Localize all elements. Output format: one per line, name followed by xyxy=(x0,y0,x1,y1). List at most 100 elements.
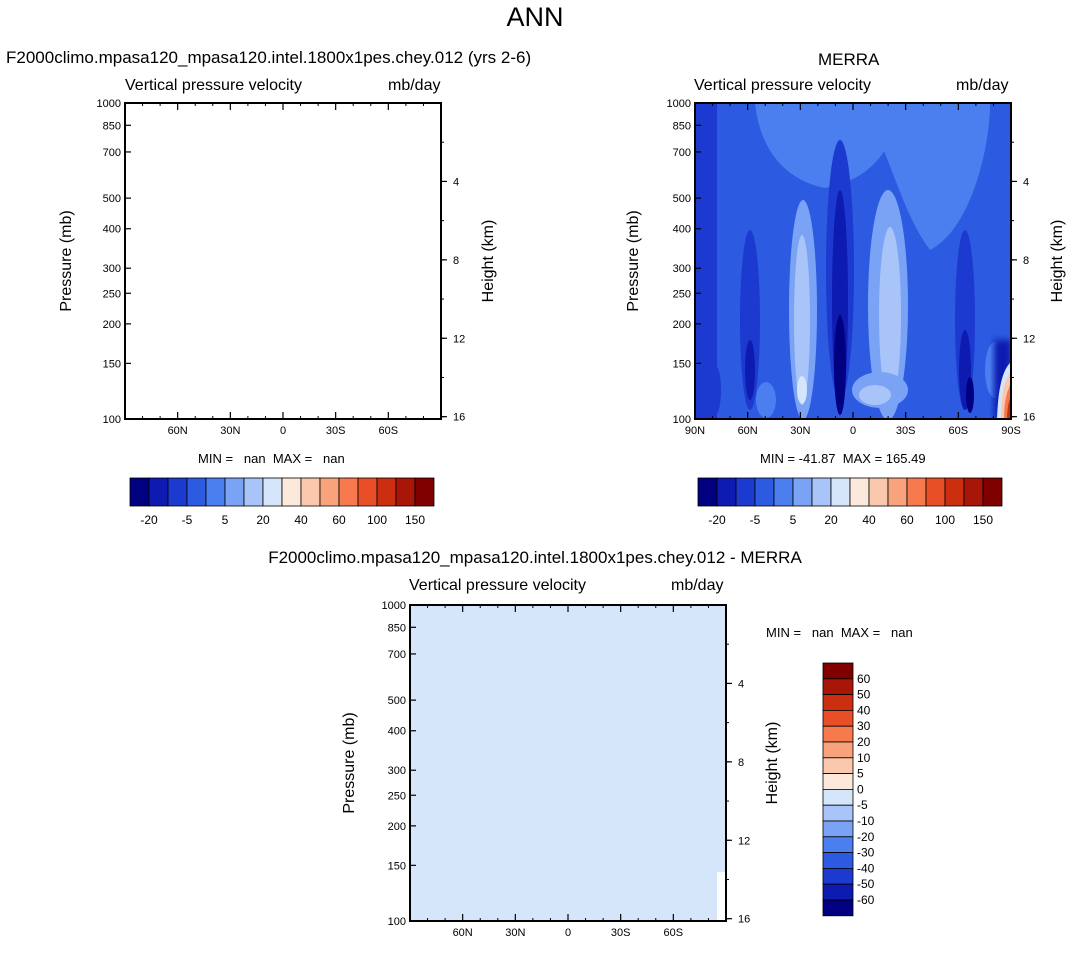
panel2-variable-label: Vertical pressure velocity xyxy=(694,77,871,94)
panel3-y2-tick-label: 16 xyxy=(738,914,750,926)
panel3-colorbar-box xyxy=(822,820,854,838)
panel2-colorbar-label: 40 xyxy=(862,513,876,526)
panel2-colorbar: -20 -5 5 20 40 60 100 150 xyxy=(697,477,1003,526)
panel1-y2-tick-label: 4 xyxy=(453,176,459,188)
panel1-colorbar-box xyxy=(262,477,283,507)
panel1-y-tick-label: 500 xyxy=(103,193,121,205)
panel1-colorbar-boxes xyxy=(129,477,435,507)
panel2-colorbar-label: 5 xyxy=(790,513,797,526)
panel1-x-tick-label: 30S xyxy=(326,425,346,437)
panel3-chart: Vertical pressure velocity mb/day 100 150… xyxy=(341,577,781,939)
panel2-y2-tick-label: 4 xyxy=(1023,176,1029,188)
panel3-colorbar-box xyxy=(822,899,854,917)
panel2-chart: Vertical pressure velocity mb/day xyxy=(625,77,1066,437)
panel1-y-tick-label: 250 xyxy=(103,288,121,300)
panel3-y-tick-label: 850 xyxy=(388,622,406,634)
panel2-colorbar-box xyxy=(716,477,737,507)
panel3-colorbar-label: -60 xyxy=(857,893,875,907)
panel1-minmax: MIN = nan MAX = nan xyxy=(198,451,345,466)
panel2-colorbar-box xyxy=(754,477,775,507)
panel3-colorbar-label: -40 xyxy=(857,861,875,875)
panel3-colorbar-label: 60 xyxy=(857,672,871,686)
panel1-colorbar-label: 5 xyxy=(222,513,229,526)
panel3-colorbar-label: -50 xyxy=(857,877,875,891)
panel1-colorbar-label: 60 xyxy=(332,513,346,526)
panel2-minmax: MIN = -41.87 MAX = 165.49 xyxy=(760,451,926,466)
panel3-variable-label: Vertical pressure velocity xyxy=(409,577,586,594)
panel2-axes: 100 150 200 250 300 400 500 700 850 1000 16 12 8 4 90N… xyxy=(667,98,1036,437)
panel3-x-tick-label: 60N xyxy=(453,927,473,939)
panel3-y-tick-label: 100 xyxy=(388,916,406,928)
panel2-y2-tick-label: 8 xyxy=(1023,255,1029,267)
panel2-x-tick-label: 30N xyxy=(790,425,810,437)
panel2-colorbar-box xyxy=(830,477,851,507)
panel1-colorbar-box xyxy=(167,477,188,507)
panel3-colorbar-box xyxy=(822,694,854,711)
figure-title: ANN xyxy=(506,2,564,32)
panel1-min-label: MIN = xyxy=(198,451,234,466)
panel3-colorbar-box xyxy=(822,662,854,680)
panel1-y2-tick-label: 8 xyxy=(453,255,459,267)
panel3-colorbar-box xyxy=(822,710,854,727)
panel3-y2-tick-label: 12 xyxy=(738,835,750,847)
panel2-colorbar-box xyxy=(773,477,794,507)
panel2-colorbar-box xyxy=(849,477,870,507)
panel3-colorbar-label: 10 xyxy=(857,751,871,765)
panel2-colorbar-box xyxy=(697,477,718,507)
panel3-units-label: mb/day xyxy=(671,577,723,594)
panel2-colorbar-box xyxy=(735,477,756,507)
panel3-y-tick-label: 250 xyxy=(388,790,406,802)
panel1-colorbar-box xyxy=(205,477,226,507)
panel2-x-tick-label: 60S xyxy=(949,425,969,437)
panel3-colorbar-label: -5 xyxy=(857,798,868,812)
panel2-colorbar-label: 100 xyxy=(935,513,955,526)
panel3-colorbar-label: 50 xyxy=(857,688,871,702)
panel2-colorbar-labels: -20 -5 5 20 40 60 100 150 xyxy=(708,513,993,526)
panel3-colorbar-boxes xyxy=(822,662,854,917)
panel1-colorbar-box xyxy=(224,477,245,507)
panel1-colorbar-box xyxy=(129,477,150,507)
panel3-colorbar-box xyxy=(822,804,854,822)
panel3-colorbar-label: 20 xyxy=(857,735,871,749)
panel2-title: MERRA xyxy=(818,50,880,69)
panel3-x-tick-label: 30S xyxy=(611,927,631,939)
panel1-y2-tick-label: 16 xyxy=(453,412,465,424)
panel2-y-axis-label: Pressure (mb) xyxy=(625,210,642,311)
panel3-colorbar-label: 0 xyxy=(857,782,864,796)
panel3-colorbar-box xyxy=(822,741,854,759)
panel1-colorbar-box xyxy=(376,477,397,507)
panel2-y-tick-label: 850 xyxy=(673,120,691,132)
panel1-plot-area xyxy=(124,102,442,420)
panel1-colorbar-box xyxy=(300,477,321,507)
panel1-y-tick-label: 700 xyxy=(103,147,121,159)
panel1-y-tick-label: 400 xyxy=(103,224,121,236)
panel2-y-tick-label: 400 xyxy=(673,224,691,236)
panel2-max-label: MAX = xyxy=(842,451,883,466)
panel2-y2-tick-label: 16 xyxy=(1023,412,1035,424)
panel1-colorbar-box xyxy=(281,477,302,507)
panel3-colorbar-box xyxy=(822,725,854,743)
panel3-y2-axis-label: Height (km) xyxy=(764,722,781,805)
panel2-x-tick-label: 30S xyxy=(896,425,916,437)
panel3-title: F2000climo.mpasa120_mpasa120.intel.1800x… xyxy=(268,548,802,567)
panel3-x-tick-label: 30N xyxy=(505,927,525,939)
panel3-axes: 100 150 200 250 300 400 500 700 850 1000 16 12 8 4 60N… xyxy=(382,600,751,939)
panel1-x-tick-label: 30N xyxy=(220,425,240,437)
panel3-colorbar-box xyxy=(822,757,854,775)
panel3-colorbar-box xyxy=(822,836,854,854)
panel3-y-tick-label: 700 xyxy=(388,649,406,661)
panel1-min-value: nan xyxy=(243,451,266,466)
panel1-colorbar-label: 20 xyxy=(256,513,270,526)
panel1-colorbar-box xyxy=(319,477,340,507)
panel2-colorbar-box xyxy=(925,477,946,507)
panel1-title: F2000climo.mpasa120_mpasa120.intel.1800x… xyxy=(6,48,532,67)
panel3-colorbar-box xyxy=(822,883,854,901)
panel3-y-tick-label: 500 xyxy=(388,695,406,707)
panel3-colorbar-box xyxy=(822,678,854,695)
panel2-x-tick-label: 90S xyxy=(1001,425,1021,437)
panel2-min-value: -41.87 xyxy=(798,451,836,466)
panel3-x-tick-label: 0 xyxy=(565,927,571,939)
panel3-y-tick-label: 200 xyxy=(388,821,406,833)
